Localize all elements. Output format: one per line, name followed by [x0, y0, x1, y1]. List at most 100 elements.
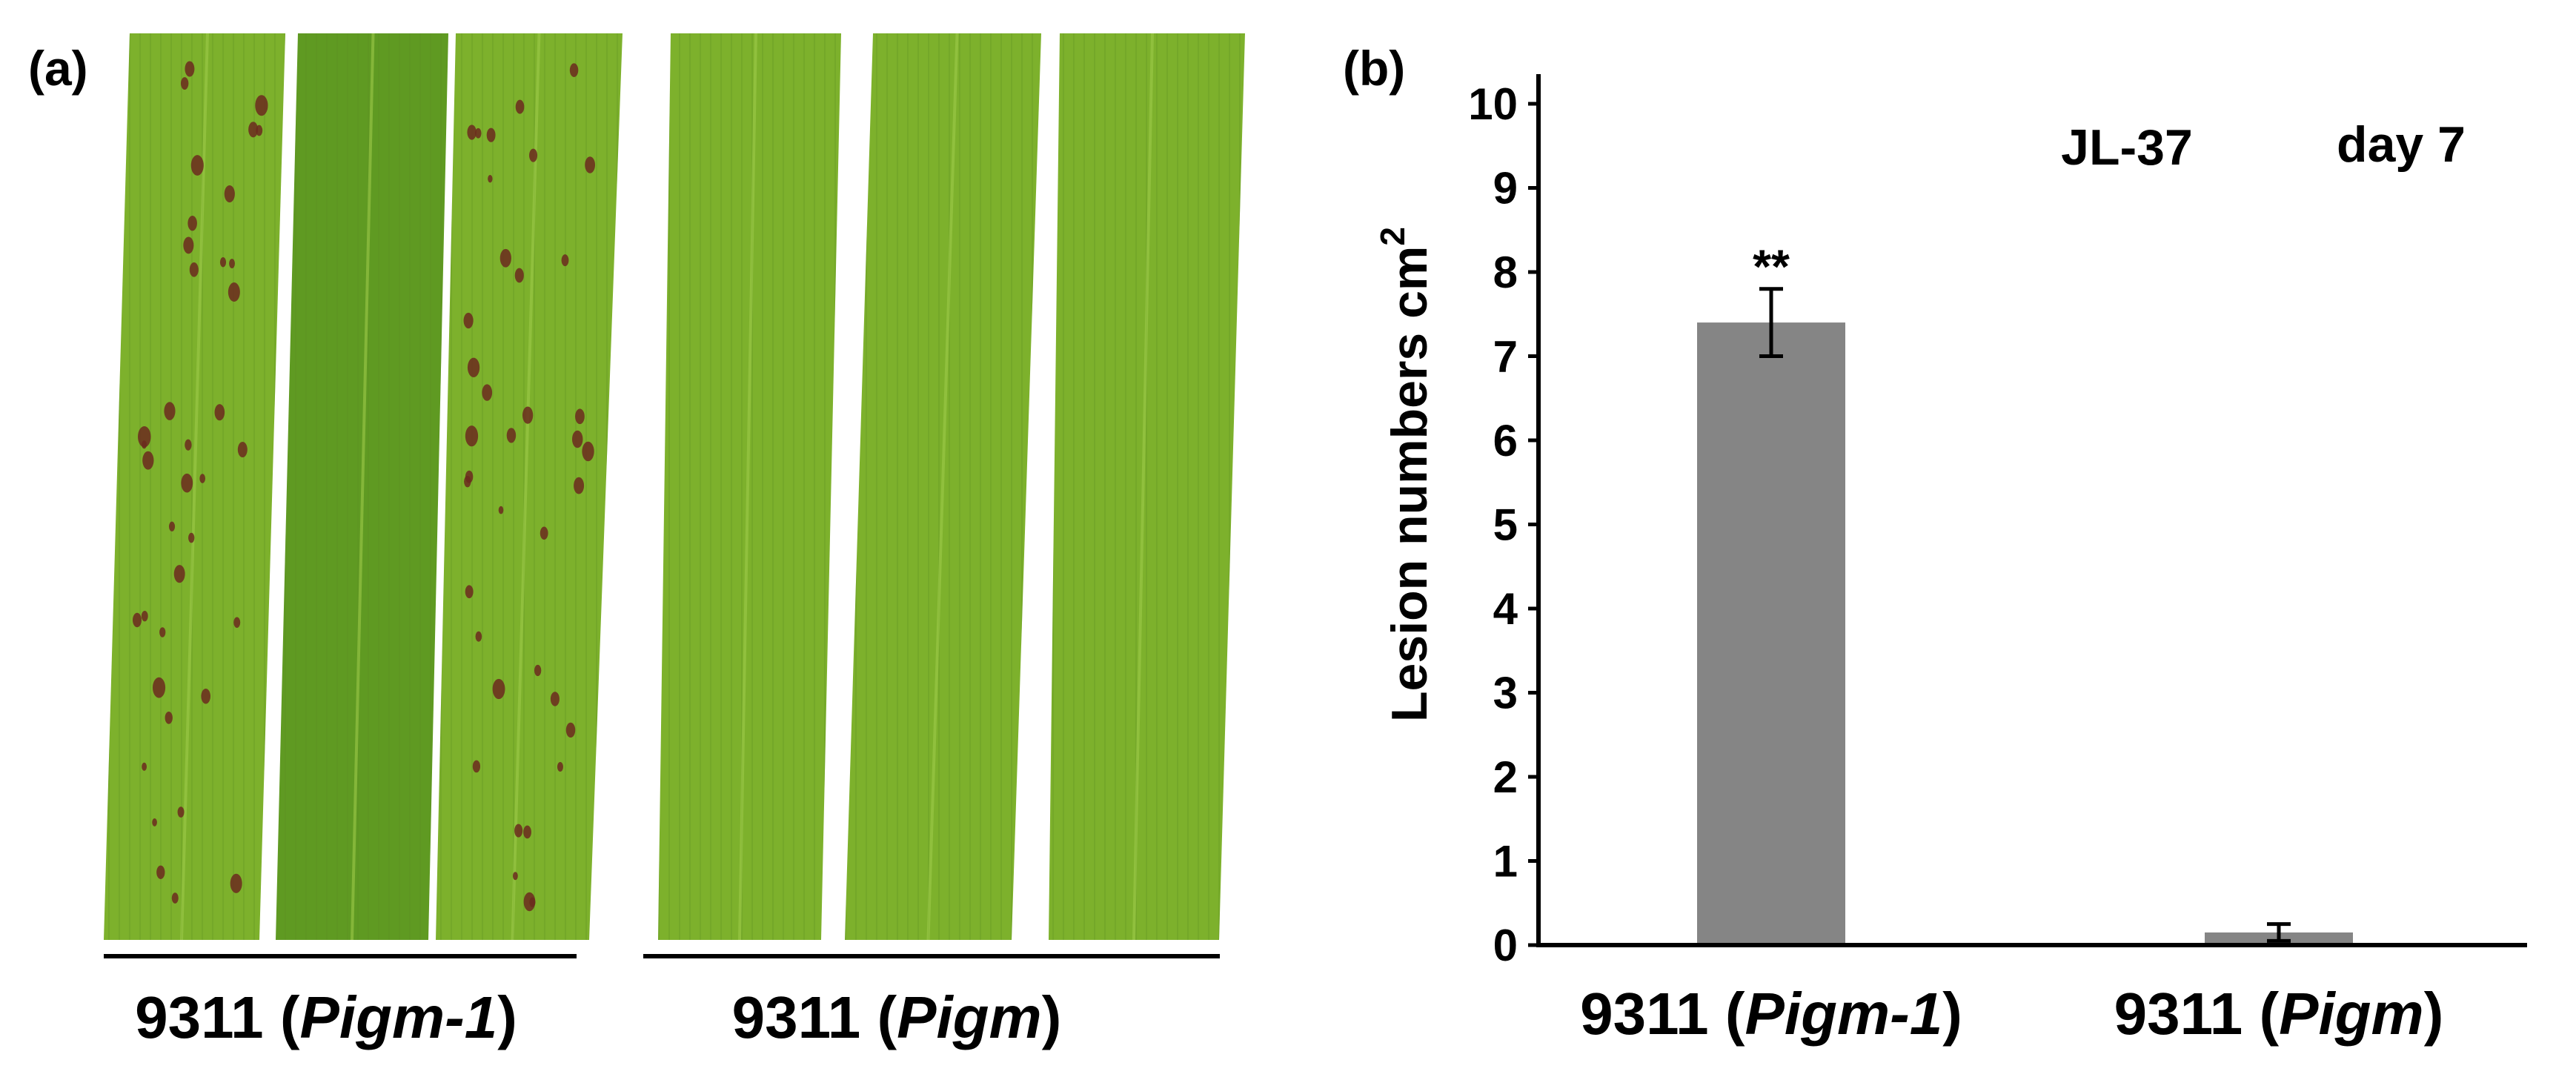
leaf-veins [436, 33, 623, 940]
group-label-pigm-prefix: 9311 ( [732, 984, 897, 1050]
y-tick-label: 8 [1493, 248, 1518, 297]
y-axis-label-superscript: 2 [1373, 227, 1412, 246]
significance-marker: ** [1753, 240, 1790, 294]
x-tick-label-suffix: ) [2424, 981, 2444, 1047]
lesion-spot [522, 406, 534, 424]
leaf-midrib [511, 33, 541, 941]
lesion-spot [475, 127, 482, 139]
lesion-spot [142, 451, 154, 470]
lesion-spot [585, 156, 596, 173]
lesion-spot [465, 585, 474, 599]
leaf-blade [1049, 33, 1245, 941]
y-tick-label: 5 [1493, 500, 1518, 550]
panel-b-bar-chart: (b) Lesion numbers cm2 JL-37 day 7 01234… [1343, 41, 2527, 1047]
lesion-spot [187, 215, 197, 231]
lesion-spot [475, 631, 482, 642]
y-tick-label: 3 [1493, 669, 1518, 718]
x-tick-label-prefix: 9311 ( [1580, 981, 1745, 1047]
time-annotation: day 7 [2337, 116, 2466, 173]
lesion-spot [565, 722, 576, 738]
lesion-spot [482, 384, 493, 401]
lesion-spot [248, 122, 259, 138]
panel-b-letter: (b) [1343, 41, 1405, 96]
lesion-spot [575, 408, 585, 425]
lesion-spot [557, 762, 563, 772]
group-label-pigm: 9311 (Pigm) [732, 984, 1062, 1050]
x-tick-label: 9311 (Pigm-1) [1580, 981, 1962, 1047]
lesion-spot [219, 257, 227, 268]
lesion-spot [164, 402, 176, 420]
lesion-spot [142, 762, 147, 771]
leaf-midrib [351, 33, 375, 941]
lesion-spot [228, 282, 240, 302]
error-bar [2267, 922, 2291, 943]
lesion-spot [168, 521, 176, 531]
x-tick-label-gene: Pigm-1 [1745, 981, 1943, 1047]
y-tick-label: 4 [1493, 584, 1518, 634]
lesion-spot [569, 63, 579, 77]
y-tick-label: 6 [1493, 416, 1518, 466]
lesion-spot [229, 259, 235, 268]
leaf-midrib [738, 33, 757, 941]
lesion-spot [574, 477, 585, 494]
lesion-spot [156, 865, 165, 879]
lesion-spot [529, 897, 536, 907]
x-tick-label: 9311 (Pigm) [2114, 981, 2444, 1047]
leaf-veins [1049, 33, 1245, 940]
lesion-spot [133, 612, 142, 628]
lesion-spot [488, 174, 493, 183]
lesion-spot [230, 873, 242, 893]
x-tick-label-prefix: 9311 ( [2114, 981, 2280, 1047]
leaf-blade [276, 33, 448, 941]
leaf-photo-area [104, 33, 1245, 941]
lesion-spot [138, 425, 151, 448]
y-tick-label: 7 [1493, 332, 1518, 382]
group-label-pigm1-gene: Pigm-1 [300, 984, 498, 1050]
lesion-spot [561, 254, 569, 267]
lesion-spot [256, 125, 263, 136]
lesion-spot [472, 760, 481, 773]
lesion-spot [233, 617, 241, 629]
leaf-midrib [926, 33, 959, 941]
group-label-pigm-gene: Pigm [897, 984, 1042, 1050]
y-tick-label: 10 [1468, 79, 1518, 129]
group-label-pigm1: 9311 (Pigm-1) [135, 984, 517, 1050]
lesion-spot [177, 806, 185, 818]
panel-a-leaf-photo: (a) 9311 (Pigm-1) 9311 (Pigm) [28, 33, 1245, 1050]
lesion-spot [201, 689, 210, 704]
lesion-spot [188, 532, 195, 543]
leaf-midrib [1132, 33, 1154, 941]
lesion-spot [550, 692, 560, 706]
lesion-spot [523, 825, 531, 839]
leaf-blade [845, 33, 1041, 941]
lesion-spot [534, 664, 542, 677]
lesion-spot [180, 77, 189, 90]
lesion-spot [506, 428, 517, 443]
lesion-spot [181, 473, 193, 493]
lesion-spot [498, 506, 504, 514]
bar [1697, 322, 1845, 946]
leaf-veins [658, 33, 841, 940]
lesion-spot [183, 236, 194, 254]
lesion-spot [165, 711, 173, 724]
error-bar [1759, 287, 1783, 358]
leaf-blade [658, 33, 841, 941]
lesion-spot [492, 678, 505, 700]
lesion-spot [141, 610, 148, 622]
lesion-spot [512, 872, 518, 881]
lesion-spot [237, 441, 248, 458]
y-tick-label: 9 [1493, 164, 1518, 213]
strain-annotation: JL-37 [2061, 119, 2193, 176]
lesion-spot [159, 627, 166, 637]
x-tick-label-gene: Pigm [2279, 981, 2424, 1047]
group-label-pigm1-suffix: ) [497, 984, 517, 1050]
lesion-spot [571, 430, 583, 448]
lesion-spot [465, 470, 474, 483]
group-label-pigm-suffix: ) [1042, 984, 1062, 1050]
lesion-spot [499, 248, 511, 268]
lesion-spot [152, 677, 166, 698]
leaf-midrib [180, 33, 209, 941]
lesion-spot [214, 404, 225, 421]
